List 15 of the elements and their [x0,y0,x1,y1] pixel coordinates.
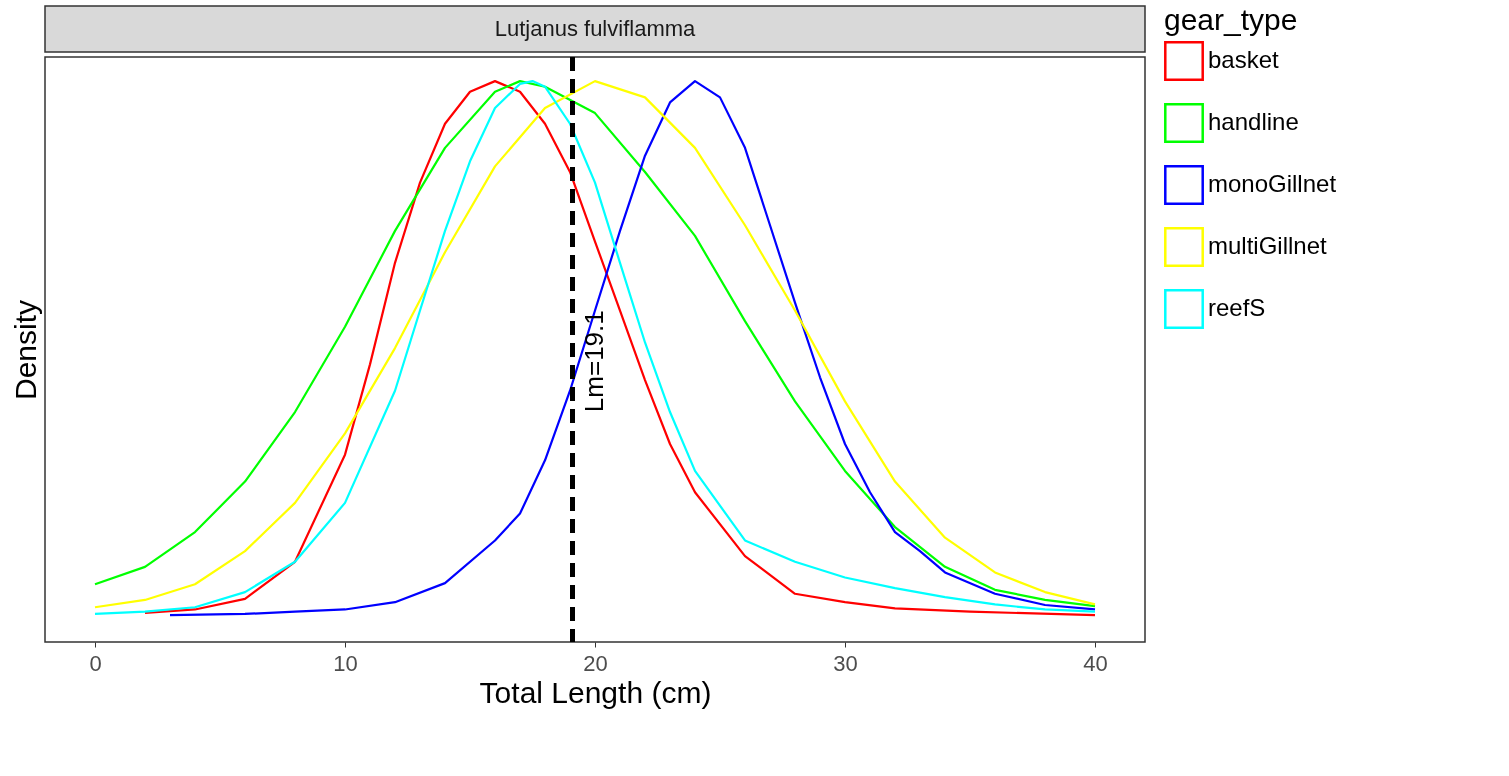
chart-title: Lutjanus fulviflamma [494,16,697,41]
x-axis-title: Total Length (cm) [479,675,712,709]
ref-line-label: Lm=19.1 [578,310,609,413]
legend-label: monoGillnet [1208,170,1337,197]
legend-label: handline [1208,108,1299,135]
legend-label: reefS [1208,294,1266,321]
x-tick-label: 0 [89,650,102,676]
x-tick-label: 30 [833,650,858,676]
y-axis-title: Density [8,299,42,401]
x-tick-label: 10 [333,650,358,676]
legend-label: multiGillnet [1208,232,1328,259]
legend-title: gear_type [1164,3,1298,36]
x-tick-label: 40 [1083,650,1108,676]
x-tick-label: 20 [583,650,608,676]
legend-label: basket [1208,46,1280,73]
